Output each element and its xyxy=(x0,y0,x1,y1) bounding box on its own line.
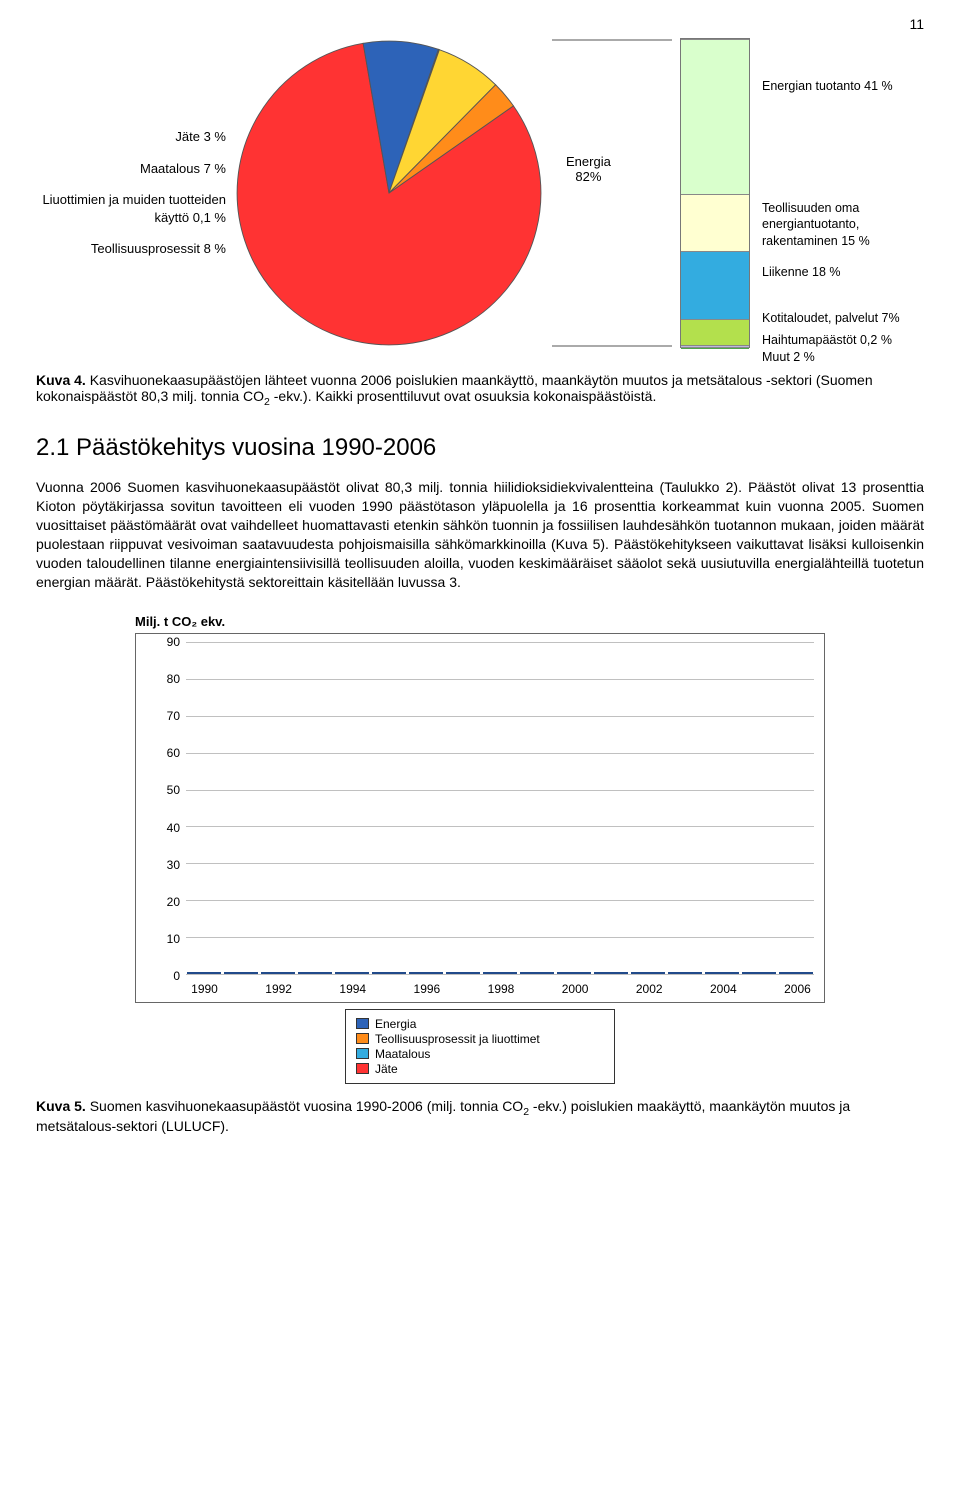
bar-seg-energia xyxy=(446,972,480,974)
energia-callout: Energia 82% xyxy=(564,154,613,184)
y-axis-label: 20 xyxy=(148,895,180,909)
legend-energia: Energia xyxy=(375,1017,416,1031)
bar-seg-energia xyxy=(557,972,591,974)
stack-seg-oma xyxy=(681,194,749,251)
bar-seg-energia xyxy=(483,972,517,974)
body-paragraph-1: Vuonna 2006 Suomen kasvihuonekaasupäästö… xyxy=(36,478,924,592)
bar-seg-energia xyxy=(335,972,369,974)
y-axis-label: 40 xyxy=(148,821,180,835)
figure-5-chart: Milj. t CO₂ ekv. 0 10 20 30 40 50 60 70 80 90 1990… xyxy=(135,614,825,1084)
grid-line xyxy=(186,679,814,680)
y-axis-label: 50 xyxy=(148,783,180,797)
stack-label-haihtuma: Haihtumapäästöt 0,2 % xyxy=(762,332,892,348)
pie-chart xyxy=(234,38,544,348)
bar-seg-energia xyxy=(224,972,258,974)
x-axis-label: 2002 xyxy=(636,982,663,996)
figure-4-caption: Kuva 4. Kasvihuonekaasupäästöjen lähteet… xyxy=(36,372,924,408)
bar-seg-energia xyxy=(409,972,443,974)
bar-seg-energia xyxy=(187,972,221,974)
bar-seg-energia xyxy=(742,972,776,974)
legend-maatalous: Maatalous xyxy=(375,1047,430,1061)
bar-seg-energia xyxy=(705,972,739,974)
grid-line xyxy=(186,790,814,791)
grid-line xyxy=(186,826,814,827)
x-axis-label: 1990 xyxy=(191,982,218,996)
bar-seg-energia xyxy=(372,972,406,974)
bar-seg-energia xyxy=(631,972,665,974)
grid-line xyxy=(186,937,814,938)
page-number: 11 xyxy=(36,16,924,32)
pie-label-prosessit: Teollisuusprosessit 8 % xyxy=(36,240,226,258)
grid-line xyxy=(186,716,814,717)
bar-seg-energia xyxy=(261,972,295,974)
y-axis-label: 80 xyxy=(148,672,180,686)
bar-seg-energia xyxy=(520,972,554,974)
x-axis-label: 1994 xyxy=(339,982,366,996)
bar-chart-ytitle: Milj. t CO₂ ekv. xyxy=(135,614,825,629)
x-axis-label: 2000 xyxy=(562,982,589,996)
x-axis-label: 2004 xyxy=(710,982,737,996)
grid-line xyxy=(186,974,814,975)
figure-4-composite: Jäte 3 % Maatalous 7 % Liuottimien ja mu… xyxy=(36,38,924,348)
x-axis-label: 2006 xyxy=(784,982,811,996)
y-axis-label: 10 xyxy=(148,932,180,946)
stack-seg-tuotanto xyxy=(681,39,749,194)
figure-5-caption-t1: Suomen kasvihuonekaasupäästöt vuosina 19… xyxy=(86,1098,523,1114)
pie-label-liuottimet: Liuottimien ja muiden tuotteiden käyttö … xyxy=(36,191,226,226)
y-axis-label: 90 xyxy=(148,635,180,649)
x-axis-label: 1998 xyxy=(488,982,515,996)
stack-label-oma: Teollisuuden oma energiantuotanto, raken… xyxy=(762,200,910,249)
figure-4-caption-t2: -ekv.). Kaikki prosenttiluvut ovat osuuk… xyxy=(270,388,656,404)
figure-5-caption: Kuva 5. Suomen kasvihuonekaasupäästöt vu… xyxy=(36,1098,924,1134)
stacked-bar: Energian tuotanto 41 % Teollisuuden oma … xyxy=(680,38,910,348)
x-axis-label: 1992 xyxy=(265,982,292,996)
stack-seg-liikenne xyxy=(681,251,749,319)
energia-callout-top: Energia xyxy=(566,154,611,169)
legend-prosessit: Teollisuusprosessit ja liuottimet xyxy=(375,1032,540,1046)
grid-line xyxy=(186,753,814,754)
grid-line xyxy=(186,863,814,864)
bar-seg-energia xyxy=(779,972,813,974)
pie-left-labels: Jäte 3 % Maatalous 7 % Liuottimien ja mu… xyxy=(36,114,226,272)
y-axis-label: 60 xyxy=(148,746,180,760)
pie-bridge: Energia 82% xyxy=(552,38,672,348)
stack-label-tuotanto: Energian tuotanto 41 % xyxy=(762,78,893,94)
energia-callout-bot: 82% xyxy=(566,169,611,184)
bar-chart-legend: Energia Teollisuusprosessit ja liuottime… xyxy=(345,1009,615,1084)
pie-label-maatalous: Maatalous 7 % xyxy=(36,160,226,178)
bar-seg-energia xyxy=(594,972,628,974)
y-axis-label: 0 xyxy=(148,969,180,983)
figure-4-caption-bold: Kuva 4. xyxy=(36,372,86,388)
y-axis-label: 30 xyxy=(148,858,180,872)
legend-jate: Jäte xyxy=(375,1062,398,1076)
stack-seg-muut xyxy=(681,347,749,349)
grid-line xyxy=(186,642,814,643)
bar-seg-energia xyxy=(668,972,702,974)
stack-label-liikenne: Liikenne 18 % xyxy=(762,264,841,280)
bar-seg-energia xyxy=(298,972,332,974)
x-axis-label: 1996 xyxy=(414,982,441,996)
y-axis-label: 70 xyxy=(148,709,180,723)
figure-5-caption-bold: Kuva 5. xyxy=(36,1098,86,1114)
stack-seg-koti xyxy=(681,319,749,345)
pie-label-jate: Jäte 3 % xyxy=(36,128,226,146)
stack-label-muut: Muut 2 % xyxy=(762,349,815,365)
grid-line xyxy=(186,900,814,901)
section-heading: 2.1 Päästökehitys vuosina 1990-2006 xyxy=(36,434,924,462)
stack-label-koti: Kotitaloudet, palvelut 7% xyxy=(762,310,900,326)
